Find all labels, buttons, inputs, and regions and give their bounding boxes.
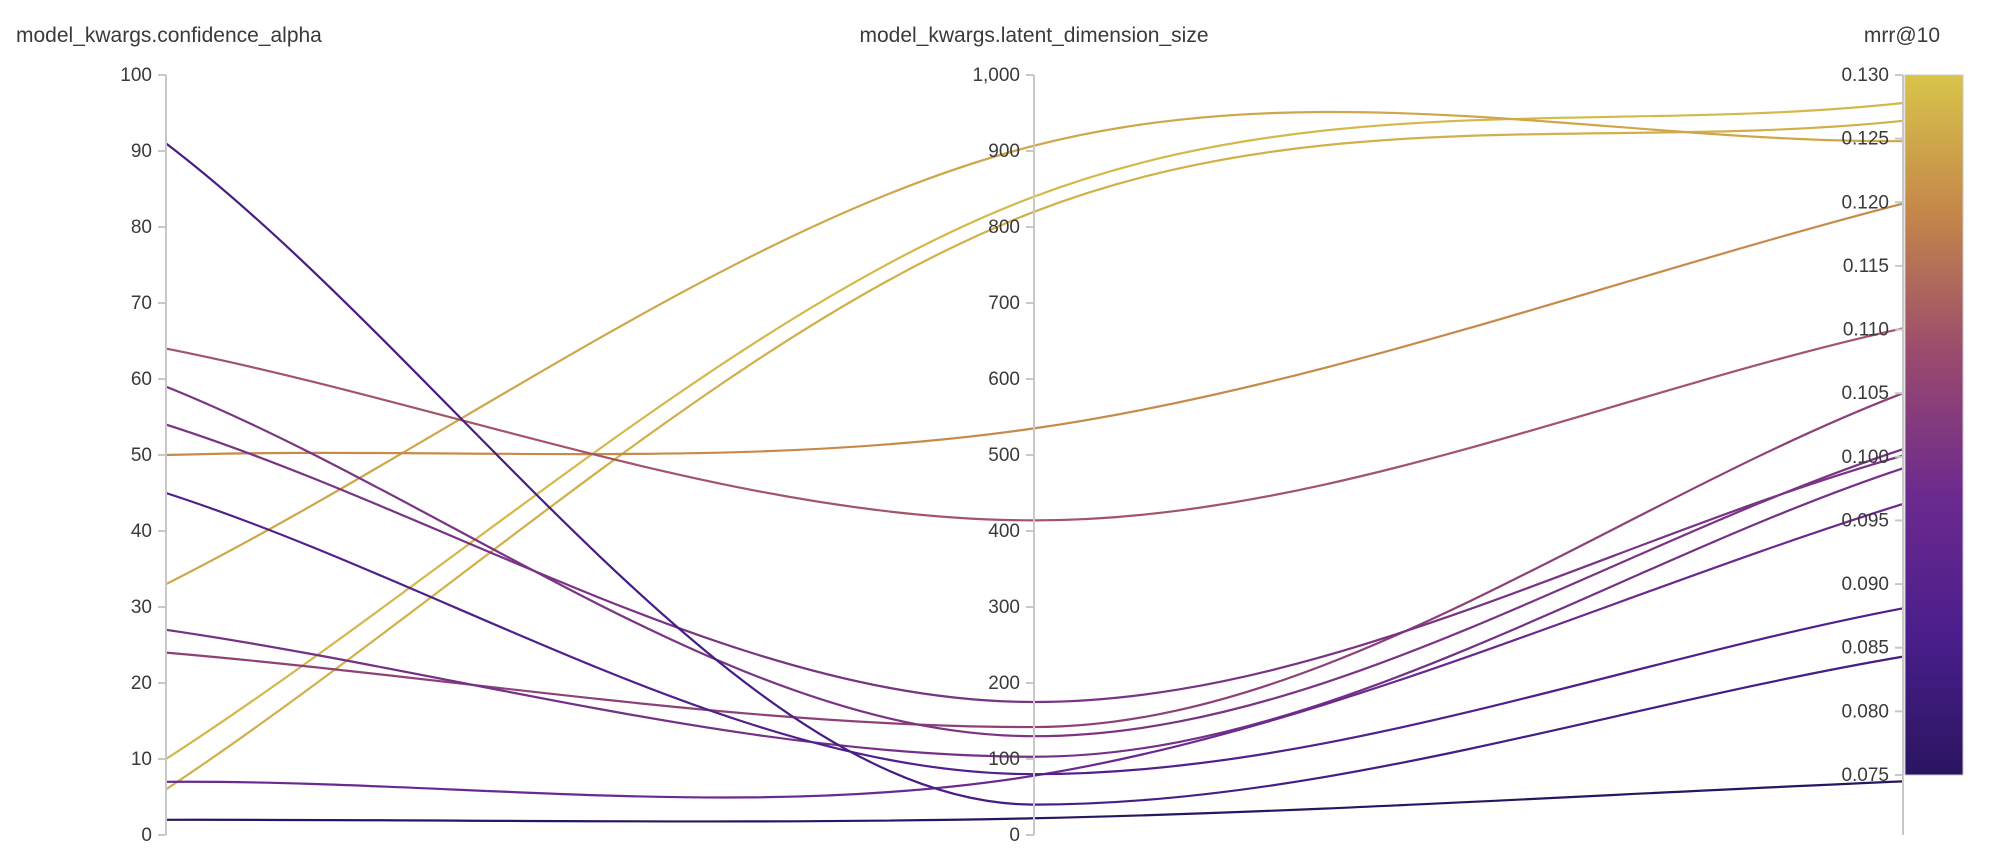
tick-label: 800	[988, 217, 1020, 238]
axis-title: model_kwargs.latent_dimension_size	[859, 24, 1208, 47]
tick-label: 90	[131, 141, 152, 162]
tick-label: 0.115	[1843, 256, 1889, 277]
run-line-0[interactable]	[165, 101, 1904, 760]
tick-label: 0.100	[1841, 447, 1889, 468]
tick-label: 0.085	[1841, 638, 1889, 659]
axis-3: 0.075 0.080 0.085 0.090 0.095 0.100 0.105 0.110…	[1841, 24, 1940, 835]
tick-label: 0.110	[1843, 320, 1889, 341]
tick-label: 0.080	[1841, 701, 1889, 722]
tick-label: 700	[988, 293, 1020, 314]
tick-label: 0	[141, 825, 152, 846]
run-line-11[interactable]	[165, 142, 1904, 806]
axis-2: 0 100 200 300 400 500 600 700 800 900 1,000 model_k…	[859, 24, 1208, 846]
tick-label: 400	[988, 521, 1020, 542]
tick-label: 1,000	[972, 65, 1020, 86]
tick-label: 600	[988, 369, 1020, 390]
tick-label: 80	[131, 217, 152, 238]
axis-title: model_kwargs.confidence_alpha	[16, 24, 322, 47]
tick-label: 0.105	[1841, 383, 1889, 404]
tick-label: 0.095	[1841, 510, 1889, 531]
tick-label: 100	[120, 65, 152, 86]
tick-label: 0.130	[1841, 65, 1889, 86]
run-line-1[interactable]	[165, 119, 1904, 791]
tick-label: 900	[988, 141, 1020, 162]
tick-label: 100	[988, 749, 1020, 770]
tick-label: 10	[131, 749, 152, 770]
tick-label: 20	[131, 673, 152, 694]
tick-label: 50	[131, 445, 152, 466]
tick-label: 40	[131, 521, 152, 542]
tick-label: 500	[988, 445, 1020, 466]
colorbar	[1904, 74, 1964, 776]
axis-1: 0 10 20 30 40 50 60 70 80 90 100 model_kwargs.confi…	[16, 24, 322, 846]
tick-label: 30	[131, 597, 152, 618]
tick-label: 0.125	[1841, 129, 1889, 150]
tick-label: 0.090	[1841, 574, 1889, 595]
tick-label: 200	[988, 673, 1020, 694]
tick-label: 300	[988, 597, 1020, 618]
tick-label: 60	[131, 369, 152, 390]
axes: 0 10 20 30 40 50 60 70 80 90 100 model_kwargs.confi…	[16, 24, 1940, 846]
tick-label: 0.120	[1841, 192, 1889, 213]
tick-label: 0	[1009, 825, 1020, 846]
tick-label: 0.075	[1841, 765, 1889, 786]
tick-label: 70	[131, 293, 152, 314]
axis-title: mrr@10	[1864, 24, 1940, 47]
